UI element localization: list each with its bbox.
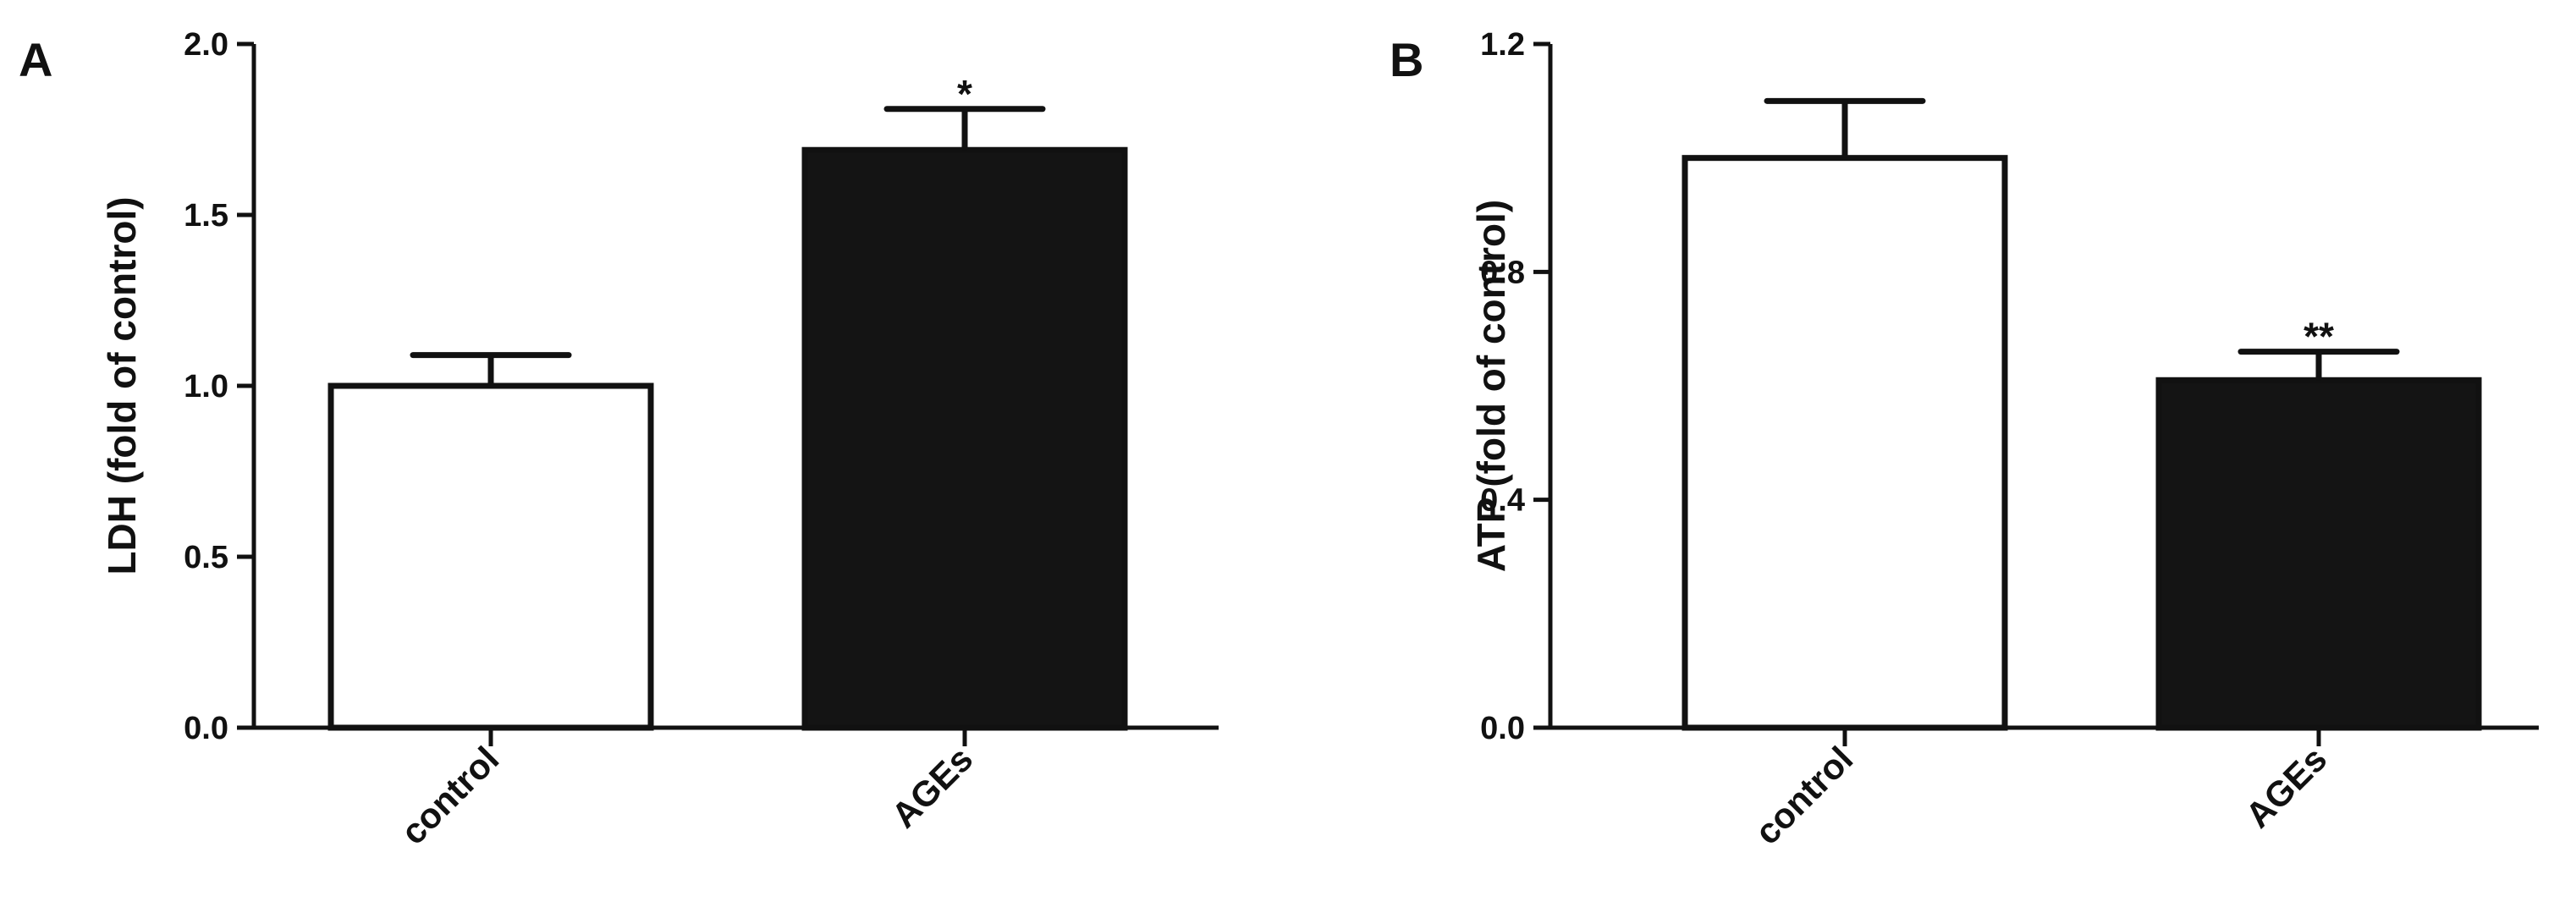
x-category-label: control <box>393 739 506 852</box>
bar-control <box>1682 155 2008 731</box>
panel-a: A * 0.0 0.5 1.0 1.5 2.0 control AGEs LDH (fold of… <box>19 27 1219 852</box>
panel-b: B ** 0.0 0.4 0.8 1.2 control AGEs ATP (fold of c… <box>1390 27 2539 852</box>
bar-ages <box>2155 377 2482 731</box>
y-tick-label: 1.5 <box>184 198 228 234</box>
y-tick-label: 0.5 <box>184 540 228 575</box>
y-axis-title: LDH (fold of control) <box>100 196 144 575</box>
x-category-label: control <box>1747 739 1860 852</box>
significance-marker: * <box>957 72 972 116</box>
panel-label: B <box>1390 33 1423 86</box>
bar-control <box>328 382 654 731</box>
y-tick-label: 0.4 <box>1480 483 1525 519</box>
panel-label: A <box>19 33 52 86</box>
y-tick-label: 0.8 <box>1480 255 1525 290</box>
y-tick-label: 2.0 <box>184 27 228 63</box>
x-category-label: AGEs <box>883 739 980 835</box>
y-tick-label: 1.0 <box>184 369 228 404</box>
x-category-label: AGEs <box>2237 739 2334 835</box>
significance-marker: ** <box>2304 315 2334 359</box>
bar-ages <box>801 146 1128 731</box>
y-tick-label: 1.2 <box>1480 27 1525 63</box>
y-tick-label: 0.0 <box>1480 711 1525 746</box>
y-axis-title: ATP (fold of control) <box>1469 200 1513 572</box>
y-tick-label: 0.0 <box>184 711 228 746</box>
